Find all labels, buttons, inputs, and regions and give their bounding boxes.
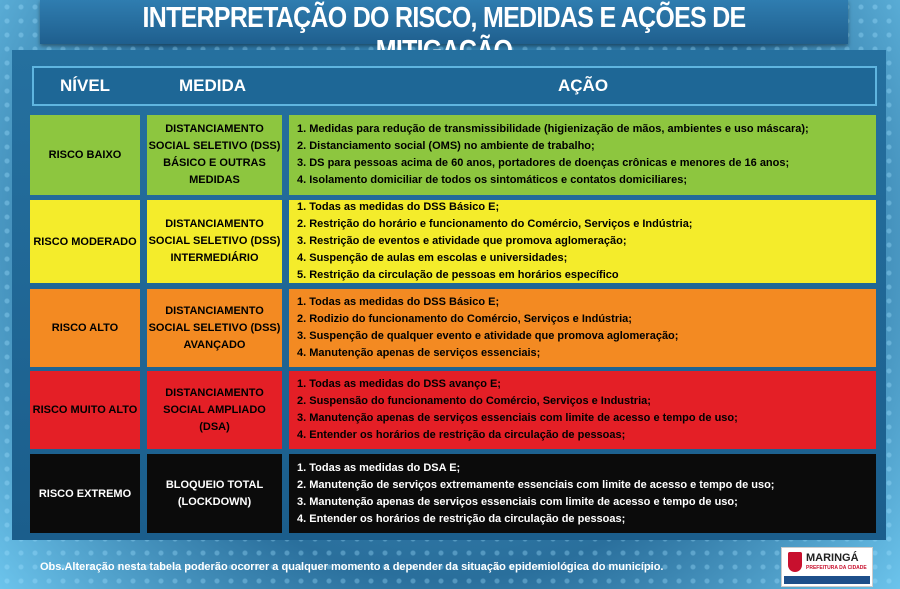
maringa-logo: MARINGÁ PREFEITURA DA CIDADE [781, 547, 873, 587]
risk-table: NÍVEL MEDIDA AÇÃO RISCO BAIXO DISTANCIAME… [12, 50, 886, 540]
risk-level: RISCO ALTO [30, 289, 140, 367]
action-list: 1. Todas as medidas do DSS Básico E; 2. R… [297, 294, 678, 362]
action-item: 3. Restrição de eventos e atividade que … [297, 235, 627, 247]
measure: DISTANCIAMENTO SOCIAL SELETIVO (DSS) INT… [147, 200, 282, 283]
action-item: 2. Rodizio do funcionamento do Comércio,… [297, 313, 632, 325]
action-item: 4. Isolamento domiciliar de todos os sin… [297, 174, 687, 186]
header-measure: MEDIDA [179, 76, 247, 95]
actions: 1. Todas as medidas do DSS Básico E; 2. R… [289, 289, 876, 367]
coat-of-arms-icon [788, 552, 802, 572]
actions: 1. Medidas para redução de transmissibil… [289, 115, 876, 195]
measure: DISTANCIAMENTO SOCIAL SELETIVO (DSS) AVA… [147, 289, 282, 367]
action-item: 2. Suspensão do funcionamento do Comérci… [297, 395, 651, 407]
page-title: INTERPRETAÇÃO DO RISCO, MEDIDAS E AÇÕES … [142, 2, 747, 67]
logo-subtitle: PREFEITURA DA CIDADE [806, 565, 867, 571]
actions: 1. Todas as medidas do DSS Básico E; 2. R… [289, 200, 876, 283]
action-item: 1. Todas as medidas do DSS Básico E; [297, 201, 500, 213]
measure-text: DISTANCIAMENTO SOCIAL AMPLIADO (DSA) [163, 386, 266, 433]
table-row: RISCO MUITO ALTO DISTANCIAMENTO SOCIAL AM… [30, 371, 876, 449]
measure: DISTANCIAMENTO SOCIAL SELETIVO (DSS) BÁS… [147, 115, 282, 195]
table-row: RISCO MODERADO DISTANCIAMENTO SOCIAL SELE… [30, 200, 876, 283]
action-item: 3. Suspenção de qualquer evento e ativid… [297, 330, 679, 342]
header-action: AÇÃO [558, 76, 609, 95]
measure-text: DISTANCIAMENTO SOCIAL SELETIVO (DSS) BÁS… [148, 123, 281, 186]
action-list: 1. Todas as medidas do DSS Básico E; 2. R… [297, 199, 692, 284]
note: Obs.Alteração nesta tabela poderão ocorr… [40, 561, 664, 573]
action-item: 1. Medidas para redução de transmissibil… [297, 123, 809, 135]
risk-level-text: RISCO ALTO [51, 322, 119, 334]
risk-level-text: RISCO MUITO ALTO [32, 404, 138, 416]
action-item: 4. Entender os horários de restrição da … [297, 429, 626, 441]
action-list: 1. Todas as medidas do DSA E; 2. Manutenç… [297, 460, 774, 528]
actions: 1. Todas as medidas do DSA E; 2. Manutenç… [289, 454, 876, 533]
risk-level-text: RISCO EXTREMO [38, 487, 132, 500]
action-item: 4. Suspenção de aulas em escolas e unive… [297, 252, 568, 264]
measure-text: BLOQUEIO TOTAL (LOCKDOWN) [165, 478, 264, 508]
logo-name: MARINGÁ [806, 552, 859, 564]
table-row: RISCO BAIXO DISTANCIAMENTO SOCIAL SELETIV… [30, 115, 876, 195]
action-item: 3. Manutenção apenas de serviços essenci… [297, 412, 738, 424]
action-item: 1. Todas as medidas do DSS Básico E; [297, 296, 500, 308]
action-item: 1. Todas as medidas do DSS avanço E; [297, 378, 501, 390]
risk-level: RISCO EXTREMO [30, 454, 140, 533]
table-row: RISCO ALTO DISTANCIAMENTO SOCIAL SELETIVO… [30, 289, 876, 367]
action-item: 2. Distanciamento social (OMS) no ambien… [297, 140, 595, 152]
action-item: 3. DS para pessoas acima de 60 anos, por… [297, 157, 790, 169]
measure-text: DISTANCIAMENTO SOCIAL SELETIVO (DSS) INT… [148, 218, 281, 264]
title-banner: INTERPRETAÇÃO DO RISCO, MEDIDAS E AÇÕES … [40, 0, 848, 67]
measure: BLOQUEIO TOTAL (LOCKDOWN) [147, 454, 282, 533]
logo-strip [784, 576, 870, 584]
measure-text: DISTANCIAMENTO SOCIAL SELETIVO (DSS) AVA… [148, 304, 281, 351]
action-item: 4. Manutenção apenas de serviços essenci… [297, 347, 541, 359]
action-item: 4. Entender os horários de restrição da … [297, 512, 626, 525]
action-item: 2. Manutenção de serviços extremamente e… [297, 478, 775, 491]
risk-level-text: RISCO MODERADO [33, 235, 137, 248]
measure: DISTANCIAMENTO SOCIAL AMPLIADO (DSA) [147, 371, 282, 449]
risk-level: RISCO MODERADO [30, 200, 140, 283]
table-row: RISCO EXTREMO BLOQUEIO TOTAL (LOCKDOWN) 1.… [30, 454, 876, 533]
actions: 1. Todas as medidas do DSS avanço E; 2. S… [289, 371, 876, 449]
action-list: 1. Medidas para redução de transmissibil… [297, 121, 809, 189]
risk-level-text: RISCO BAIXO [48, 149, 122, 161]
action-item: 3. Manutenção apenas de serviços essenci… [297, 495, 738, 508]
action-item: 5. Restrição da circulação de pessoas em… [297, 269, 619, 281]
risk-level: RISCO MUITO ALTO [30, 371, 140, 449]
table-header: NÍVEL MEDIDA AÇÃO [32, 66, 877, 106]
header-level: NÍVEL [60, 76, 111, 95]
action-list: 1. Todas as medidas do DSS avanço E; 2. S… [297, 376, 738, 444]
action-item: 2. Restrição do horário e funcionamento … [297, 218, 693, 230]
risk-level: RISCO BAIXO [30, 115, 140, 195]
action-item: 1. Todas as medidas do DSA E; [297, 461, 461, 474]
